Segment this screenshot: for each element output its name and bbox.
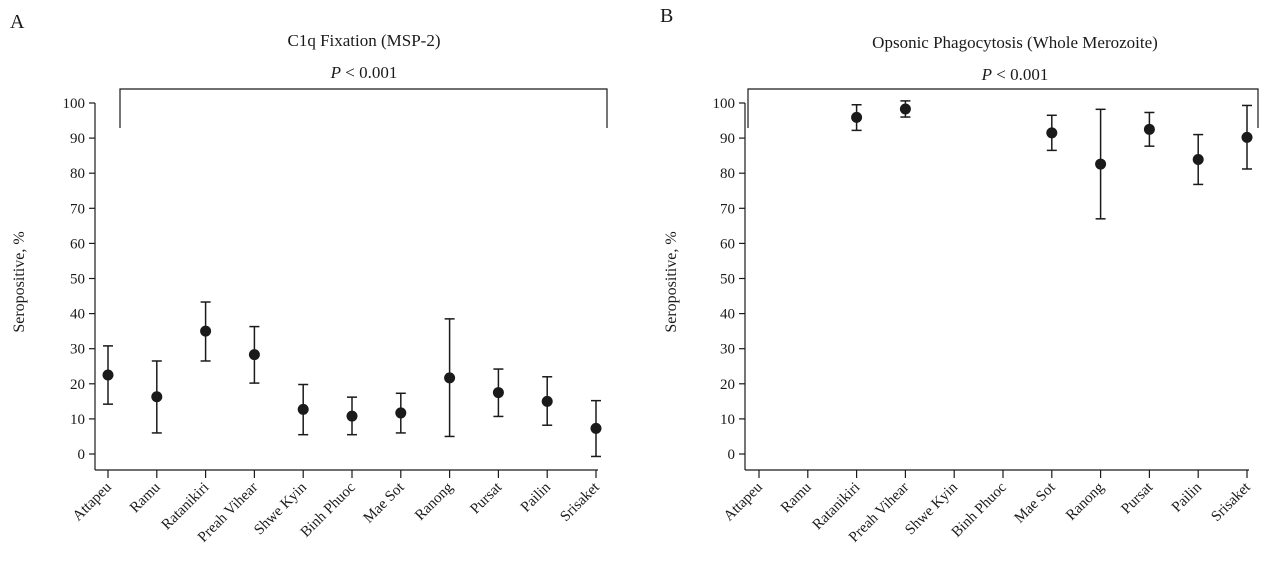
y-tick-label: 90: [720, 131, 735, 147]
data-point: [899, 103, 911, 115]
data-point: [1095, 158, 1107, 170]
significance-label: P < 0.001: [330, 63, 398, 82]
y-tick-label: 30: [70, 342, 85, 358]
y-tick-label: 60: [70, 236, 85, 252]
x-tick-label: Mae Sot: [1012, 479, 1060, 527]
significance-p: P: [981, 65, 992, 84]
data-point: [541, 395, 553, 407]
y-tick-label: 90: [70, 131, 85, 147]
chart-panel-a: A C1q Fixation (MSP-2) P < 0.001 0 10 20 30 40 5…: [10, 11, 608, 546]
significance-bracket: [747, 88, 1259, 128]
panel-label: B: [660, 5, 673, 27]
y-tick-label: 70: [720, 201, 735, 217]
chart-title: C1q Fixation (MSP-2): [287, 31, 440, 50]
y-tick-label: 10: [720, 412, 735, 428]
significance-label: P < 0.001: [981, 65, 1049, 84]
data-point: [200, 325, 212, 337]
y-tick-label: 80: [70, 166, 85, 182]
data-point: [395, 407, 407, 419]
y-tick-label: 70: [70, 201, 85, 217]
y-tick-label: 50: [720, 272, 735, 288]
data-point: [297, 403, 309, 415]
significance-value: < 0.001: [341, 63, 397, 82]
x-tick-label: Pailin: [1169, 479, 1205, 515]
data-point: [492, 387, 504, 399]
data-point: [1143, 123, 1155, 135]
x-tick-label: Mae Sot: [361, 479, 409, 527]
chart-panel-b: B Opsonic Phagocytosis (Whole Merozoite) P…: [660, 5, 1259, 546]
y-tick-label: 40: [720, 307, 735, 323]
significance-value: < 0.001: [992, 65, 1048, 84]
y-axis-title: Seropositive, %: [11, 231, 28, 332]
x-tick-label: Srisaket: [1208, 479, 1254, 525]
y-tick-label: 30: [720, 342, 735, 358]
panel-label: A: [10, 11, 25, 33]
data-point: [590, 422, 602, 434]
y-tick-label: 100: [713, 96, 736, 112]
data-point: [151, 391, 163, 403]
y-tick-label: 10: [70, 412, 85, 428]
y-tick-label: 100: [63, 96, 86, 112]
significance-bracket: [119, 88, 608, 128]
data-point: [1241, 131, 1253, 143]
data-point: [346, 410, 358, 422]
y-tick-label: 80: [720, 166, 735, 182]
x-tick-label: Ramu: [778, 479, 815, 516]
y-tick-label: 60: [720, 236, 735, 252]
x-tick-label: Ranong: [1063, 479, 1108, 524]
x-tick-label: Pursat: [1118, 479, 1156, 517]
x-tick-label: Ranong: [412, 479, 457, 524]
y-axis-title: Seropositive, %: [663, 231, 680, 332]
x-tick-label: Pursat: [467, 479, 505, 517]
x-tick-label: Pailin: [518, 479, 554, 515]
y-tick-label: 0: [728, 447, 736, 463]
significance-p: P: [330, 63, 341, 82]
data-point: [102, 369, 114, 381]
data-point: [851, 111, 863, 123]
x-tick-label: Srisaket: [557, 479, 603, 525]
data-point: [1192, 154, 1204, 166]
y-tick-label: 40: [70, 307, 85, 323]
x-tick-label: Attapeu: [721, 479, 766, 524]
data-point: [444, 372, 456, 384]
y-tick-label: 50: [70, 272, 85, 288]
data-point: [248, 349, 260, 361]
data-point: [1046, 127, 1058, 139]
chart-title: Opsonic Phagocytosis (Whole Merozoite): [872, 33, 1158, 52]
x-tick-label: Ramu: [127, 479, 164, 516]
y-tick-label: 0: [78, 447, 86, 463]
y-tick-label: 20: [70, 377, 85, 393]
x-tick-label: Attapeu: [70, 479, 115, 524]
y-tick-label: 20: [720, 377, 735, 393]
